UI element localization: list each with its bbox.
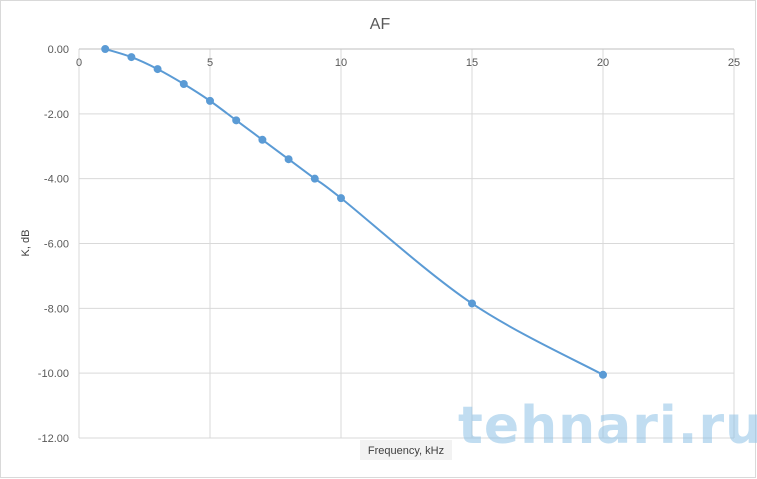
x-tick-label: 25 (728, 57, 740, 69)
y-tick-label: -8.00 (44, 303, 69, 315)
y-tick-label: -2.00 (44, 109, 69, 121)
x-tick-label: 15 (466, 57, 478, 69)
x-tick-label: 10 (335, 57, 347, 69)
data-point (153, 65, 162, 74)
data-point (337, 194, 345, 203)
chart-title: AF (370, 16, 391, 33)
data-point (206, 96, 214, 105)
data-point (232, 116, 241, 125)
y-axis-title: K, dB (20, 230, 32, 257)
y-tick-label: -12.00 (38, 433, 69, 445)
y-tick-label: 0.00 (48, 44, 69, 56)
gridlines (78, 49, 735, 439)
data-point (127, 53, 136, 62)
x-tick-label: 20 (597, 57, 609, 69)
data-point (258, 135, 267, 144)
x-tick-label: 5 (207, 57, 213, 69)
data-point (310, 174, 319, 183)
data-point (599, 370, 607, 379)
x-tick-label: 0 (76, 57, 82, 69)
series (101, 45, 607, 379)
watermark: tehnari.ru (458, 396, 757, 456)
y-tick-label: -4.00 (44, 174, 69, 186)
y-tick-label: -10.00 (38, 368, 69, 380)
tick-labels: 0 5 10 15 20 25 0.00 -2.00 -4.00 -6.00 -8.00 -10.00… (38, 44, 740, 445)
x-axis-title: Frequency, kHz (368, 445, 444, 457)
data-point (101, 45, 110, 53)
data-point (468, 299, 476, 308)
data-point (179, 80, 188, 89)
x-axis-title-background (360, 440, 452, 460)
y-tick-label: -6.00 (44, 239, 69, 251)
data-point (284, 155, 293, 164)
